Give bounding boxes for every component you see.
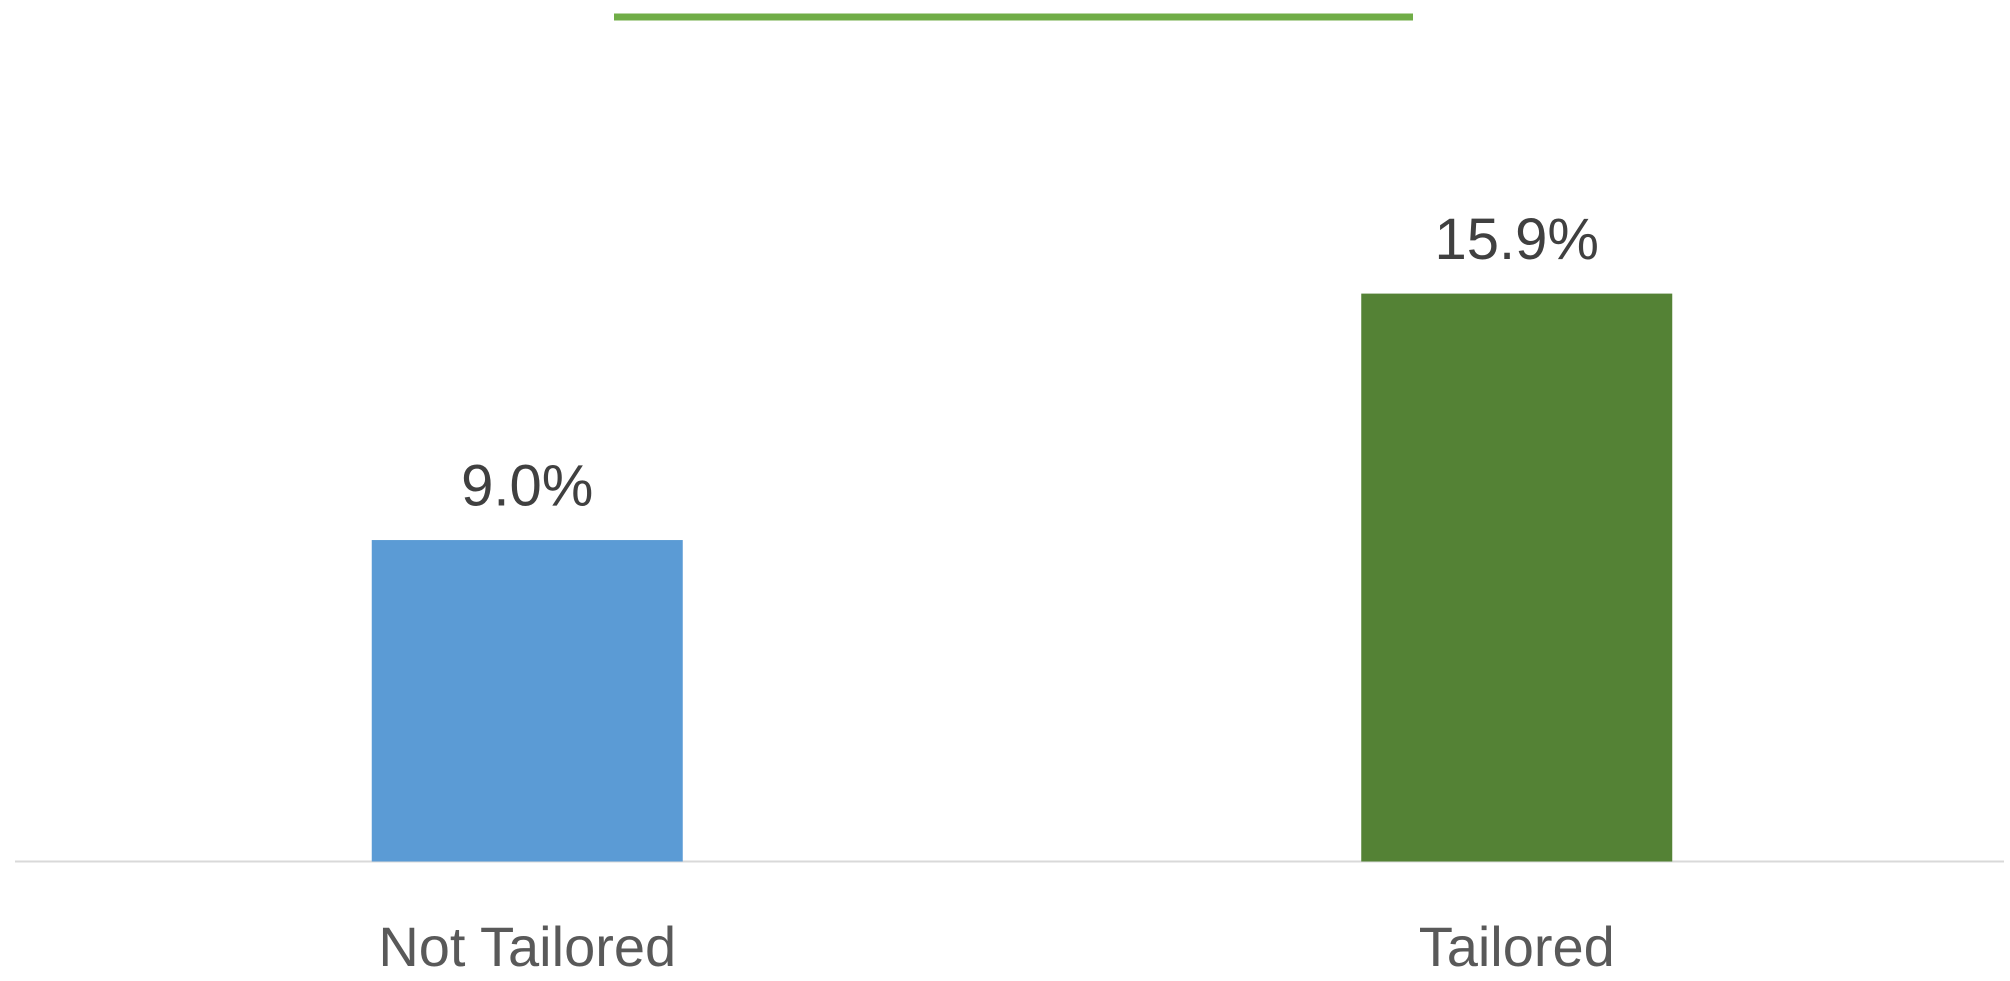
decorative-bar — [614, 13, 1413, 21]
x-tick-label: Not Tailored — [378, 915, 676, 978]
bar — [371, 540, 683, 862]
value-label: 15.9% — [1435, 207, 1599, 272]
x-tick-label: Tailored — [1419, 915, 1615, 978]
value-label: 9.0% — [461, 453, 593, 518]
bar — [1361, 293, 1673, 862]
